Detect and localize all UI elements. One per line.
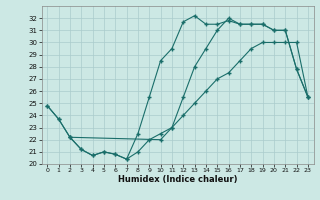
X-axis label: Humidex (Indice chaleur): Humidex (Indice chaleur) — [118, 175, 237, 184]
